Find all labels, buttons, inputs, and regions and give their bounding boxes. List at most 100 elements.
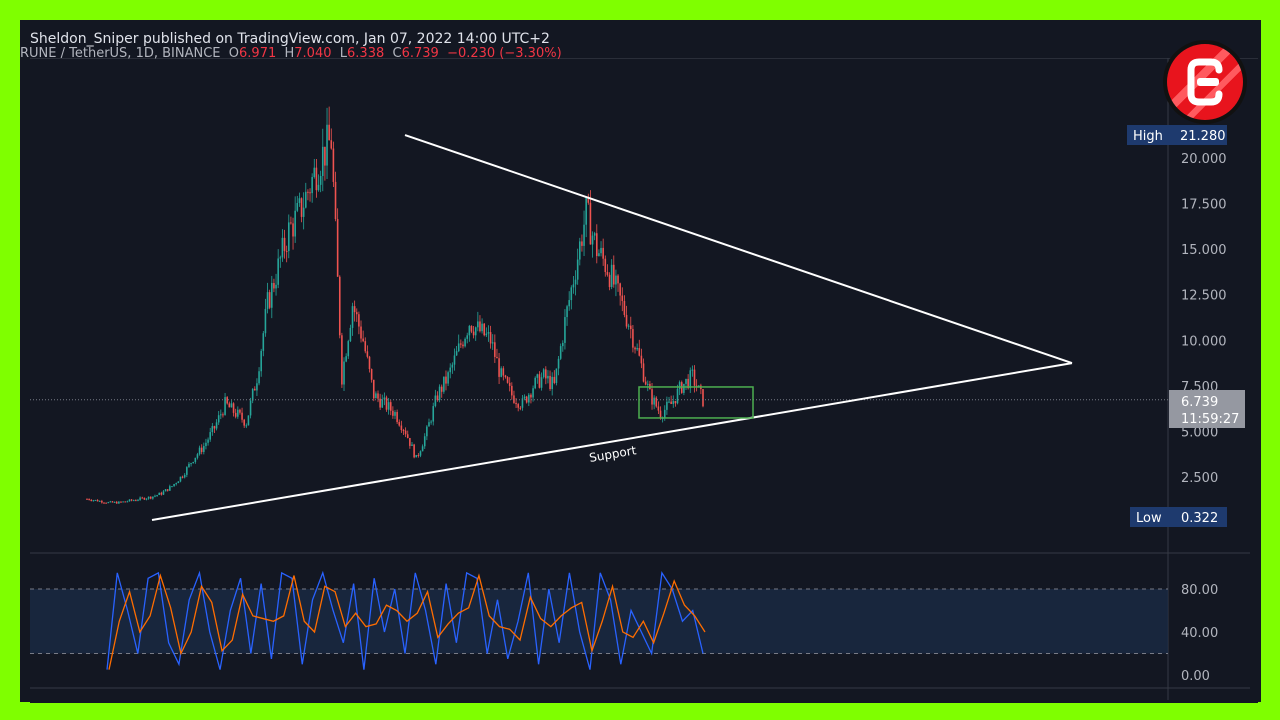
candle-body [336, 219, 339, 277]
candle-body [487, 332, 490, 334]
candle-body [551, 376, 553, 390]
candle-body [421, 446, 424, 452]
candle-body [296, 202, 299, 211]
candle-body [574, 279, 577, 285]
candle-body [266, 292, 269, 309]
candle-body [351, 306, 354, 328]
candle-body [226, 397, 228, 404]
candle-body [595, 233, 598, 257]
candle-body [687, 378, 689, 389]
candle-body [188, 463, 190, 468]
candle-body [379, 398, 381, 408]
candle-body [440, 386, 443, 392]
candle-body [130, 499, 133, 501]
candle-body [103, 502, 105, 504]
low-label: Low [1136, 511, 1162, 526]
candle-body [347, 341, 350, 357]
low-label: L [339, 46, 348, 61]
candle-body [657, 406, 660, 411]
candle-body [113, 501, 116, 503]
candle-body [211, 426, 214, 433]
candle-body [190, 463, 192, 465]
candle-body [287, 222, 290, 252]
candle-body [557, 358, 560, 369]
candle-body [623, 300, 626, 315]
candle-body [209, 432, 211, 440]
candle-body [528, 394, 530, 403]
candle-body [511, 385, 513, 396]
countdown: 11:59:27 [1181, 412, 1239, 427]
oscillator-tick: 40.00 [1181, 626, 1218, 641]
stoch-k-line [106, 570, 704, 670]
candle-body [137, 499, 139, 501]
candle-body [474, 327, 477, 336]
candle-body [634, 347, 636, 350]
candle-body [217, 415, 220, 423]
candle-body [587, 196, 590, 203]
candle-body [559, 346, 562, 359]
candle-body [525, 396, 528, 403]
candle-body [555, 368, 558, 383]
candle-body [411, 444, 413, 446]
candle-body [572, 284, 575, 288]
price-tick: 12.500 [1181, 289, 1227, 304]
candle-body [200, 447, 203, 452]
candle-body [98, 500, 101, 502]
candle-body [149, 496, 152, 499]
candle-body [179, 476, 182, 482]
candle-body [415, 454, 418, 458]
candle-body [566, 306, 568, 318]
candle-body [636, 348, 638, 350]
candle-body [468, 325, 471, 336]
candle-body [589, 202, 592, 245]
close-label: C [392, 46, 402, 61]
candle-body [247, 415, 250, 426]
candle-body [532, 388, 534, 398]
candle-body [215, 422, 218, 429]
candle-body [304, 191, 307, 208]
candle-body [447, 372, 449, 384]
candle-body [341, 335, 343, 385]
candle-body [629, 325, 632, 330]
ohlc-legend: RUNE / TetherUS, 1D, BINANCE O6.971 H7.0… [20, 46, 562, 61]
candle-body [642, 363, 645, 382]
candle-body [489, 332, 492, 344]
stoch-d-line [108, 573, 706, 670]
candle-body [164, 489, 167, 492]
candle-body [538, 374, 541, 388]
candle-body [364, 341, 367, 352]
candle-body [239, 409, 241, 413]
candle-body [362, 338, 364, 342]
candle-body [358, 314, 360, 327]
candle-body [220, 414, 222, 416]
candle-body [105, 502, 107, 504]
candle-body [124, 501, 127, 503]
candle-body [602, 247, 604, 259]
candle-body [494, 342, 496, 357]
candle-body [368, 356, 371, 370]
candle-body [311, 177, 313, 194]
price-tick: 10.000 [1181, 334, 1227, 349]
candle-body [334, 181, 337, 220]
candle-body [515, 402, 517, 405]
candle-body [545, 369, 547, 379]
candle-body [632, 329, 634, 348]
candle-body [523, 396, 526, 399]
candle-body [181, 476, 184, 478]
candle-body [392, 410, 394, 416]
candle-body [502, 368, 505, 376]
candle-body [453, 355, 456, 365]
candle-body [343, 361, 345, 385]
candle-body [638, 348, 641, 356]
price-tick: 17.500 [1181, 198, 1227, 213]
candle-body [640, 355, 643, 364]
candle-body [372, 379, 375, 399]
candle-body [260, 350, 262, 372]
candle-body [268, 292, 271, 308]
candle-body [375, 393, 377, 399]
candle-body [477, 321, 479, 328]
candle-body [326, 124, 328, 166]
candle-body [281, 237, 284, 258]
candle-body [256, 383, 258, 391]
